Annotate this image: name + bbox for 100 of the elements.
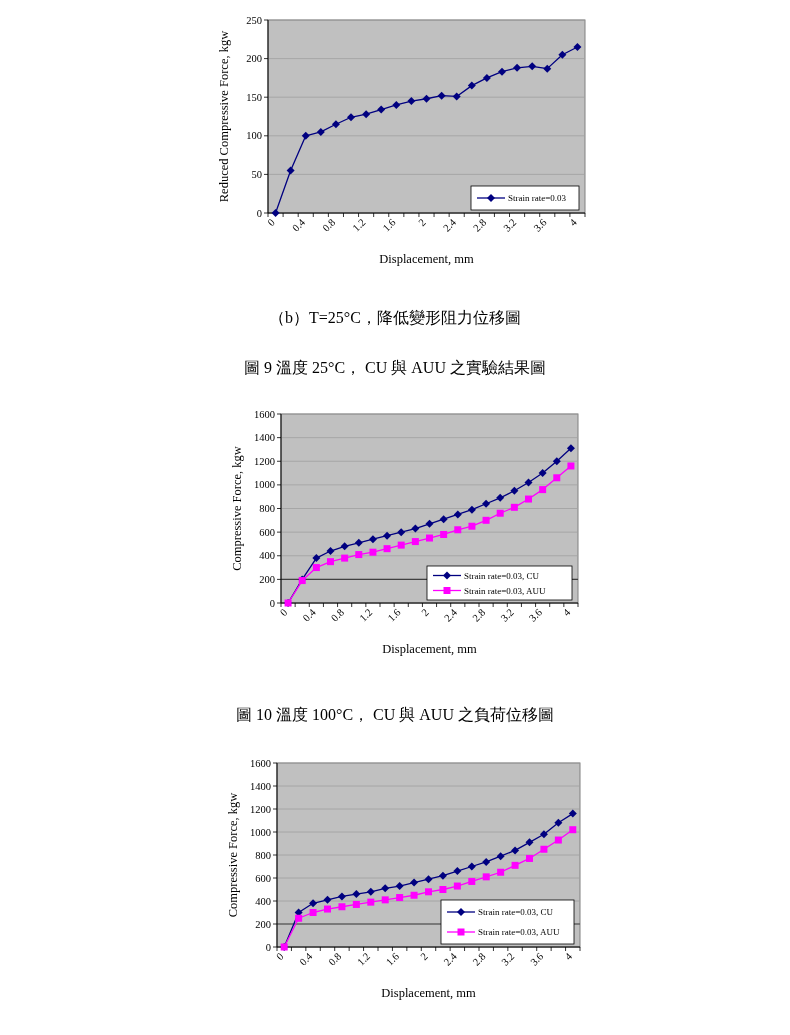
point	[510, 486, 519, 495]
y-tick-label: 200	[255, 918, 271, 930]
point	[309, 909, 317, 916]
point	[323, 895, 332, 904]
point	[453, 867, 462, 876]
point	[482, 516, 490, 524]
point	[453, 882, 461, 890]
x-axis-title: Displacement, mm	[379, 252, 474, 266]
point	[497, 67, 506, 76]
x-tick-label: 3.2	[501, 216, 519, 234]
point	[573, 43, 582, 52]
point	[338, 903, 346, 911]
y-tick-label: 200	[246, 53, 262, 65]
point	[568, 809, 577, 818]
y-tick-label: 600	[255, 872, 271, 884]
y-tick-label: 1600	[254, 408, 275, 420]
x-tick-label: 3.2	[498, 606, 516, 624]
point	[367, 898, 375, 906]
x-tick-label: 2.4	[442, 606, 460, 624]
point	[552, 457, 561, 466]
point	[538, 469, 547, 478]
x-tick-label: 1.6	[384, 950, 402, 968]
point	[497, 868, 505, 876]
caption: 圖 10 溫度 100°C， CU 與 AUU 之負荷位移圖	[236, 706, 554, 723]
x-tick-label: 2.4	[441, 950, 460, 968]
x-tick-label: 0.8	[326, 950, 344, 968]
point	[397, 541, 405, 549]
x-tick-label: 4	[560, 606, 573, 619]
point	[341, 554, 349, 562]
text: （b）T=25°C，降低變形阻力位移圖	[269, 309, 521, 326]
point	[539, 830, 548, 839]
point	[566, 444, 575, 453]
point	[439, 886, 447, 893]
point	[554, 836, 562, 844]
x-tick-label: 3.6	[528, 950, 546, 968]
x-tick-label: 3.6	[531, 216, 549, 234]
y-tick-label: 0	[265, 941, 271, 953]
y-tick-label: 200	[259, 573, 275, 585]
point	[482, 873, 490, 881]
point	[422, 94, 431, 103]
y-tick-label: 1000	[250, 826, 271, 838]
y-tick-label: 1400	[250, 780, 271, 792]
y-axis-title: Compressive Force, kgw	[226, 792, 240, 918]
y-tick-label: 0	[256, 207, 262, 219]
point	[312, 554, 321, 563]
point	[553, 474, 561, 482]
point	[369, 548, 377, 556]
point	[397, 528, 406, 537]
point	[482, 857, 491, 866]
point	[271, 209, 280, 217]
point	[381, 884, 390, 893]
x-tick-label: 1.6	[380, 216, 398, 234]
point	[331, 120, 340, 129]
x-tick-label: 0.8	[329, 606, 347, 624]
y-tick-label: 800	[255, 849, 271, 861]
point	[424, 875, 433, 884]
point	[286, 166, 295, 175]
y-tick-label: 250	[246, 14, 262, 26]
point	[347, 113, 356, 122]
legend-label: Strain rate=0.03, AUU	[478, 927, 561, 937]
x-tick-label: 2.8	[470, 606, 488, 624]
point	[496, 509, 504, 517]
y-axis-title: Compressive Force, kgw	[230, 446, 244, 571]
point	[324, 905, 331, 913]
point	[377, 105, 386, 114]
point	[301, 131, 310, 140]
point	[524, 478, 533, 487]
y-tick-label: 1600	[250, 757, 271, 769]
point	[438, 871, 447, 880]
y-tick-label: 1400	[254, 432, 275, 444]
point	[468, 877, 476, 885]
x-tick-label: 0.4	[290, 216, 308, 234]
point	[496, 493, 505, 502]
point	[454, 526, 462, 534]
point	[510, 503, 518, 511]
point	[407, 97, 416, 106]
point	[354, 538, 363, 547]
x-tick-label: 0.4	[300, 606, 319, 624]
point	[554, 818, 563, 827]
point	[340, 542, 349, 551]
point	[366, 887, 375, 896]
point	[410, 878, 419, 887]
legend-label: Strain rate=0.03	[508, 193, 567, 203]
x-tick-label: 2.8	[471, 216, 489, 234]
legend-label: Strain rate=0.03, CU	[478, 907, 554, 917]
point	[482, 499, 491, 508]
point	[381, 896, 389, 904]
caption: 圖 9 溫度 25°C， CU 與 AUU 之實驗結果圖	[244, 359, 546, 376]
point	[439, 515, 448, 524]
point	[511, 846, 520, 855]
x-tick-label: 1.6	[385, 606, 403, 624]
point	[326, 547, 335, 556]
y-tick-label: 150	[246, 91, 262, 103]
point	[496, 852, 505, 861]
point	[309, 899, 318, 908]
point	[467, 862, 476, 871]
point	[352, 900, 360, 908]
x-axis-title: Displacement, mm	[382, 642, 477, 656]
x-tick-label: 0	[278, 606, 290, 619]
y-axis-title: Reduced Compressive Force, kgw	[217, 30, 231, 203]
